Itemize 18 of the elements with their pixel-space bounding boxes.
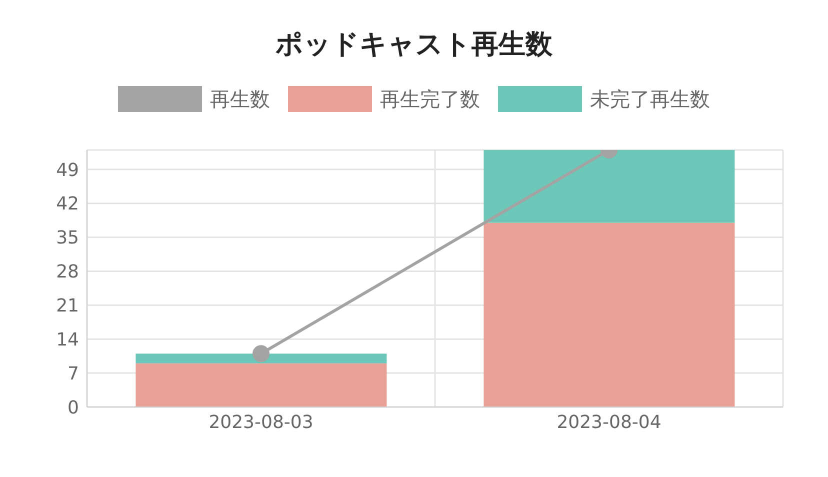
chart-title: ポッドキャスト再生数: [274, 28, 554, 62]
bar: [136, 363, 387, 407]
y-tick-label: 7: [68, 363, 79, 384]
bar: [484, 150, 735, 223]
bar: [136, 354, 387, 364]
x-tick-label: 2023-08-04: [556, 412, 662, 433]
legend-label: 再生完了数: [380, 86, 480, 112]
legend-label: 再生数: [210, 86, 270, 112]
y-tick-label: 14: [56, 330, 79, 351]
y-tick-label: 49: [56, 160, 79, 181]
y-tick-label: 35: [56, 228, 79, 249]
y-tick-label: 21: [56, 296, 79, 317]
x-tick-label: 2023-08-03: [208, 412, 314, 433]
legend-label: 未完了再生数: [590, 86, 710, 112]
bar: [484, 222, 735, 407]
y-tick-label: 42: [56, 194, 79, 215]
y-tick-label: 0: [68, 397, 79, 418]
y-tick-label: 28: [56, 262, 79, 283]
